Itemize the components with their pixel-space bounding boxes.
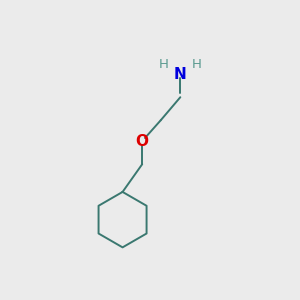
Text: O: O [136, 134, 149, 148]
Text: H: H [192, 58, 202, 71]
Text: N: N [174, 67, 187, 82]
Text: H: H [159, 58, 169, 71]
